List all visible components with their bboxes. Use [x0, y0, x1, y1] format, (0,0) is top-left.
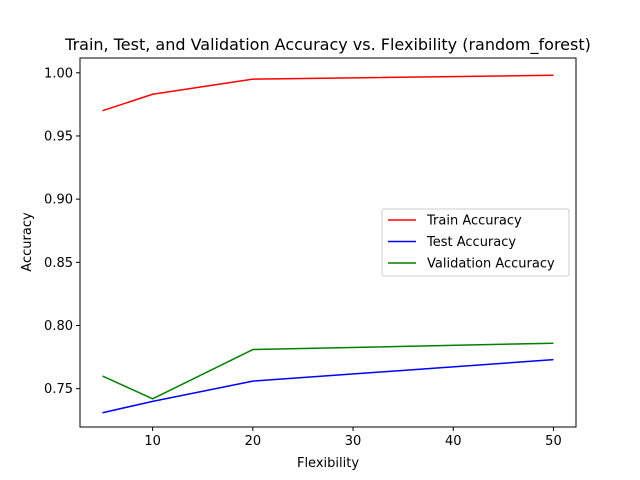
y-tick-label: 0.80 — [44, 319, 73, 334]
x-tick-label: 50 — [545, 434, 562, 449]
legend-label-validation-accuracy: Validation Accuracy — [427, 257, 555, 272]
y-tick-label: 0.90 — [44, 193, 73, 208]
x-tick-label: 30 — [345, 434, 362, 449]
series-line-validation-accuracy — [102, 342, 554, 400]
axes-ticks: 10 20 30 40 50 0.75 0.80 0.85 0.90 0.95 1.00 — [44, 66, 562, 449]
x-tick-label: 10 — [144, 434, 161, 449]
y-tick-label: 0.85 — [44, 256, 73, 271]
y-axis-label: Accuracy — [20, 212, 35, 272]
x-tick-label: 20 — [245, 434, 262, 449]
series-line-train-accuracy — [102, 74, 554, 112]
axes-frame — [79, 57, 577, 428]
legend-label-train-accuracy: Train Accuracy — [426, 214, 522, 229]
series-line-test-accuracy — [102, 358, 554, 414]
x-tick-label: 40 — [445, 434, 462, 449]
y-tick-label: 0.75 — [44, 382, 73, 397]
legend-label-test-accuracy: Test Accuracy — [426, 235, 516, 250]
y-tick-label: 0.95 — [44, 129, 73, 144]
legend-box — [381, 208, 570, 277]
x-axis-label: Flexibility — [297, 456, 359, 471]
plot-area — [102, 74, 554, 414]
chart-title: Train, Test, and Validation Accuracy vs.… — [64, 35, 591, 55]
legend: Train Accuracy Test Accuracy Validation Ac… — [381, 208, 570, 277]
y-tick-label: 1.00 — [44, 66, 73, 81]
